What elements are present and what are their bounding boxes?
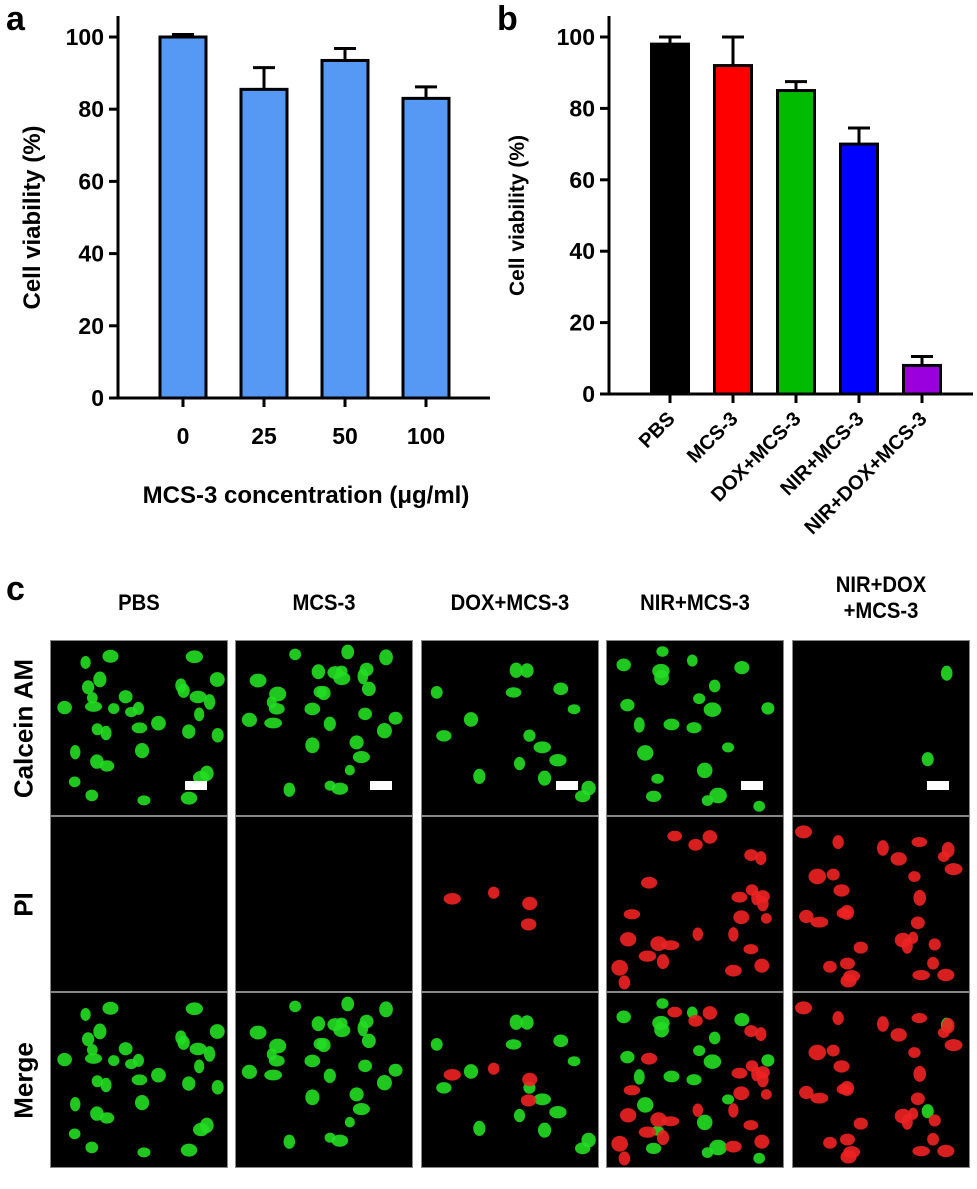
micrograph-tile [421, 640, 599, 816]
panel-label-a: a [6, 0, 25, 38]
row-header: Calcein AM [8, 658, 39, 799]
column-header-line: PBS [118, 590, 160, 615]
y-tick-label: 0 [91, 385, 104, 411]
scale-bar [185, 781, 207, 790]
bar [401, 96, 451, 400]
x-tick-label: NIR+DOX+MCS-3 [800, 408, 931, 539]
panel-label-b: b [497, 0, 518, 38]
y-tick-label: 40 [78, 241, 104, 267]
y-tick-label: 80 [569, 95, 595, 121]
y-tick-label: 80 [78, 96, 104, 122]
column-header: PBS [52, 590, 227, 616]
micrograph-tile [792, 640, 970, 816]
row-header: Merge [8, 1042, 39, 1119]
y-tick-label: 20 [569, 310, 595, 336]
bar [320, 58, 370, 400]
y-axis-label: Cell viability (%) [506, 135, 529, 296]
column-header: DOX+MCS-3 [423, 590, 598, 616]
column-header-line: NIR+DOX [835, 572, 927, 597]
bar [650, 42, 690, 396]
micrograph-tile [792, 992, 970, 1168]
bar [839, 142, 879, 396]
bar [713, 64, 753, 396]
micrograph-tile [792, 816, 970, 992]
micrograph-tile [606, 992, 784, 1168]
column-header-line: DOX+MCS-3 [450, 590, 570, 615]
column-header: MCS-3 [237, 590, 412, 616]
scale-bar [927, 781, 949, 790]
y-tick-label: 100 [557, 24, 595, 50]
bar [239, 87, 289, 400]
x-axis-label: MCS-3 concentration (μg/ml) [143, 482, 470, 509]
scale-bar [556, 781, 578, 790]
x-tick-label: MCS-3 [683, 408, 743, 468]
micrograph-tile [606, 816, 784, 992]
y-tick-label: 40 [569, 238, 595, 264]
column-header-line: NIR+MCS-3 [640, 590, 750, 615]
micrograph-tile [50, 816, 228, 992]
y-tick-label: 20 [78, 313, 104, 339]
micrograph-tile [50, 992, 228, 1168]
bar-chart-a: 0 20 40 60 80 100 Cell viability (%) 0 25 50 100 MC… [19, 16, 490, 509]
column-header: NIR+DOX +MCS-3 [794, 572, 969, 625]
y-tick-label: 0 [582, 381, 595, 407]
micrograph-tile [50, 640, 228, 816]
y-tick-label: 60 [78, 168, 104, 194]
micrograph-tile [421, 816, 599, 992]
scale-bar [370, 781, 392, 790]
x-tick-label: PBS [635, 408, 680, 453]
micrograph-tile [421, 992, 599, 1168]
y-axis-label: Cell viability (%) [19, 125, 46, 309]
column-header-line: MCS-3 [292, 590, 356, 615]
column-header-line: +MCS-3 [843, 598, 919, 624]
micrograph-tile [235, 640, 413, 816]
bar [902, 363, 942, 396]
bar [776, 89, 816, 396]
row-header: PI [8, 892, 39, 917]
micrograph-tile [235, 816, 413, 992]
x-tick-label: 25 [251, 423, 277, 449]
x-tick-label: 0 [177, 423, 190, 449]
column-header: NIR+MCS-3 [608, 590, 783, 616]
y-tick-label: 100 [66, 24, 104, 50]
micrograph-tile [606, 640, 784, 816]
x-tick-label: 50 [332, 423, 358, 449]
panel-label-c: c [6, 570, 25, 608]
scale-bar [741, 781, 763, 790]
bar [158, 35, 208, 400]
x-tick-label: 100 [407, 423, 445, 449]
micrograph-tile [235, 992, 413, 1168]
y-tick-label: 60 [569, 167, 595, 193]
